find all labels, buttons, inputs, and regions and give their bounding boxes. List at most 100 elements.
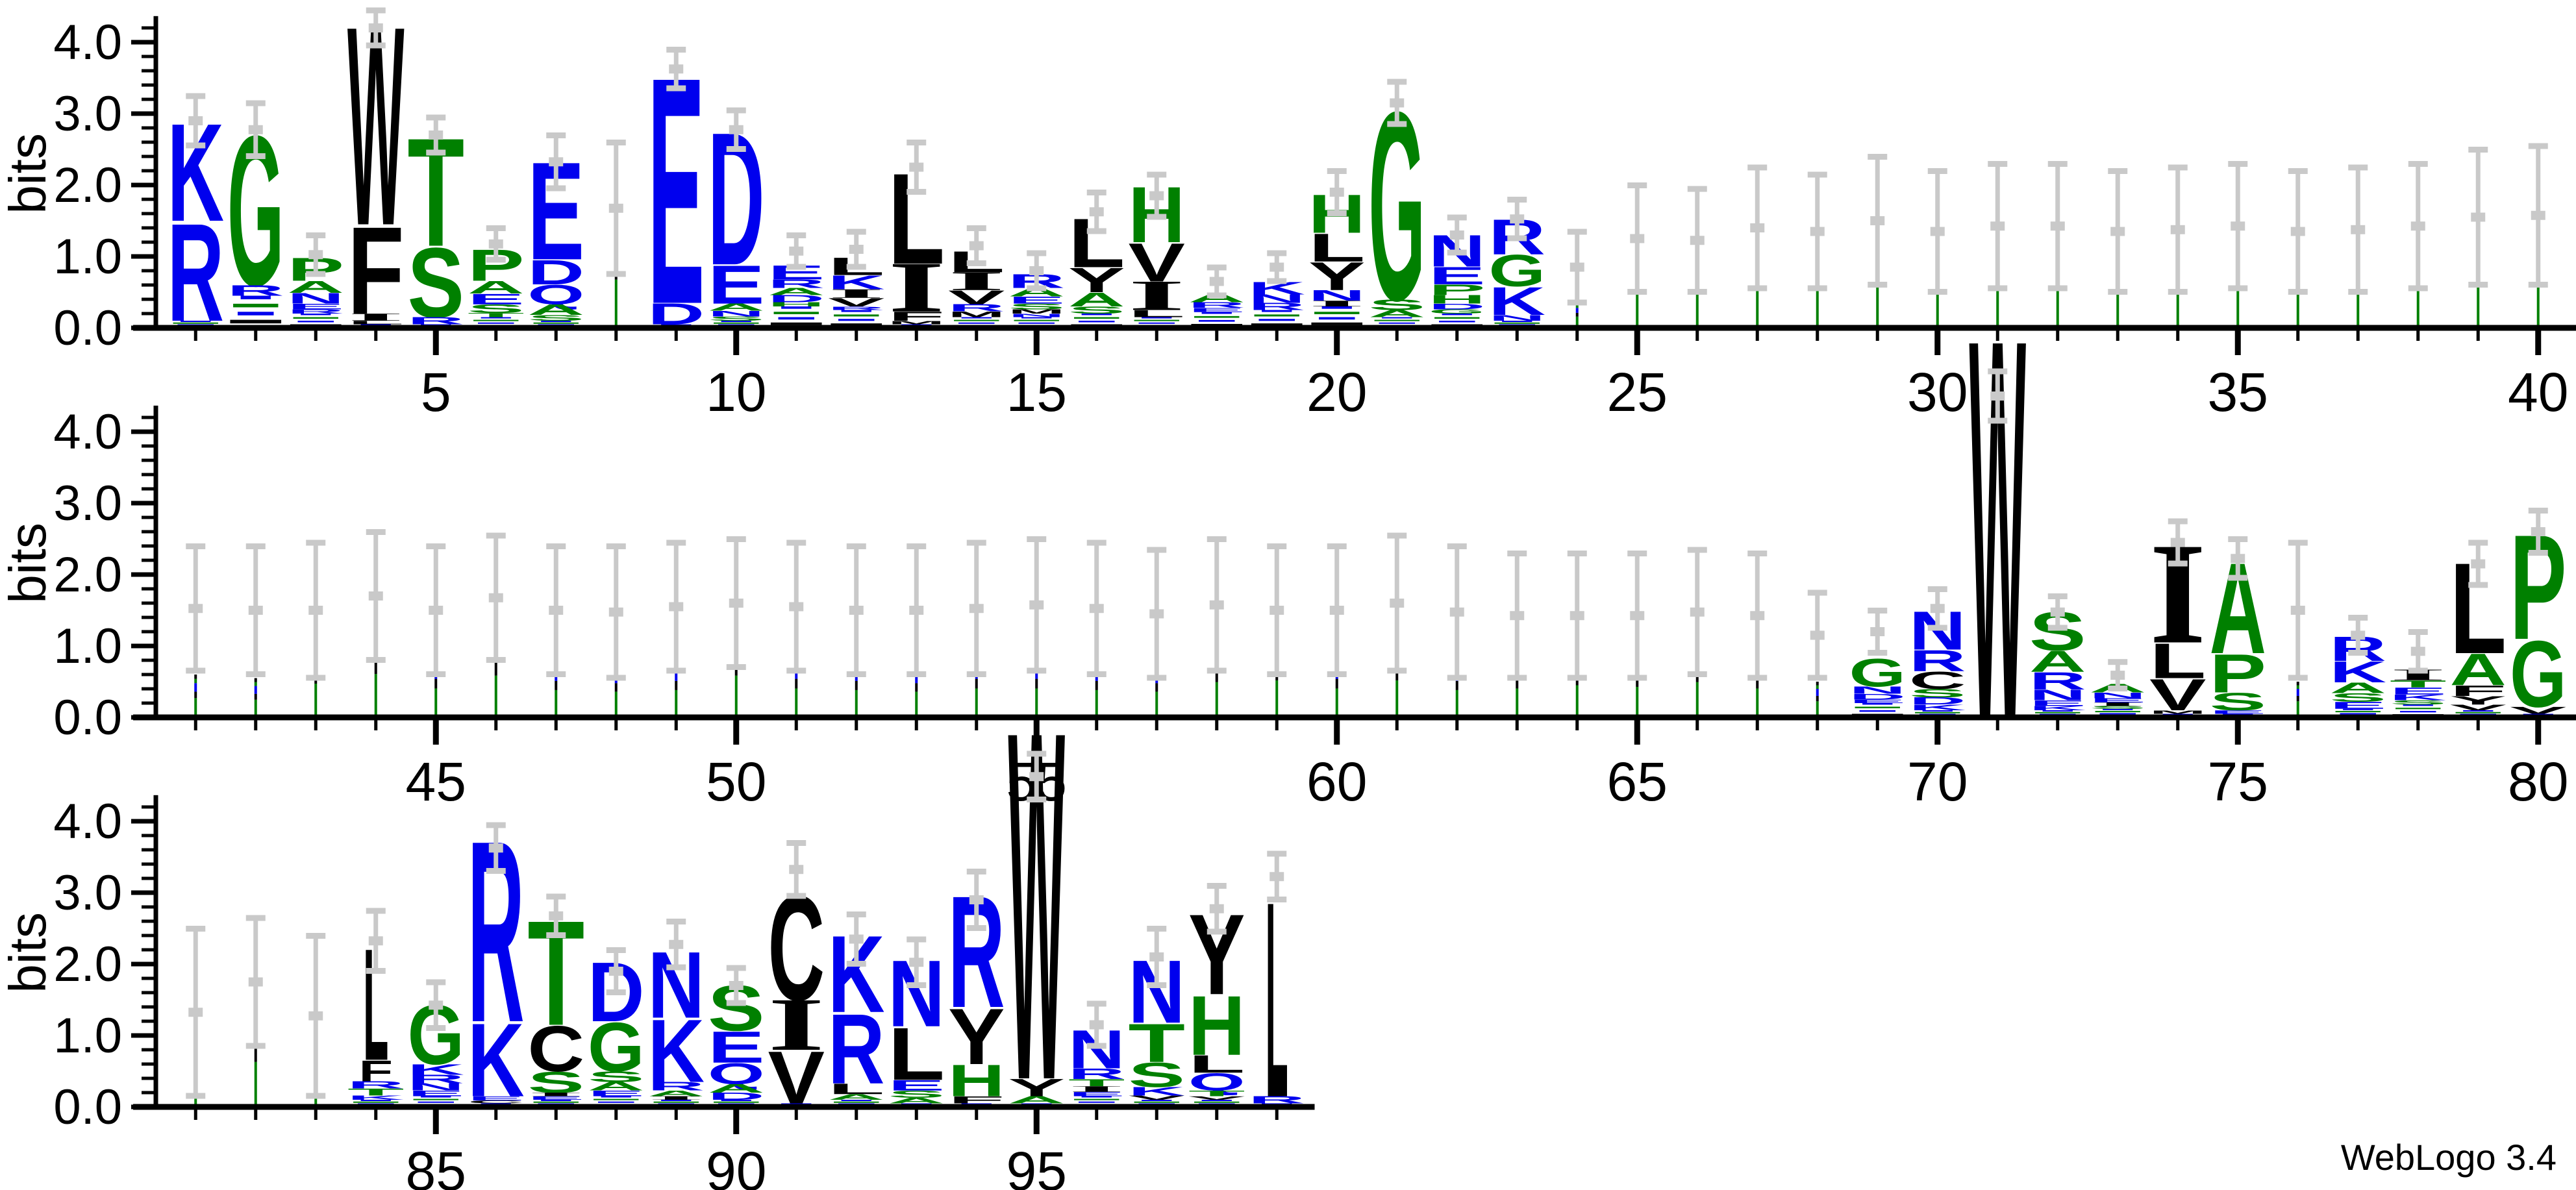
x-major-tick bbox=[1033, 328, 1040, 355]
error-bar-pos-58 bbox=[1207, 536, 1227, 674]
y-minor-tick bbox=[142, 834, 156, 837]
error-bar-cap-top bbox=[907, 140, 927, 145]
y-minor-tick bbox=[142, 701, 156, 705]
logo-letter-R-pos-85: R bbox=[408, 1072, 465, 1085]
error-bar-pos-71 bbox=[1988, 368, 2008, 424]
y-minor-tick bbox=[142, 212, 156, 216]
error-bar-cap-top bbox=[1627, 551, 1647, 556]
stack-pos-71: W bbox=[1970, 226, 2027, 833]
stack-residue-line bbox=[653, 1101, 699, 1103]
x-axis-line bbox=[133, 714, 2576, 721]
x-major-tick bbox=[733, 328, 740, 355]
logo-letter-L-pos-93: L bbox=[888, 1011, 945, 1096]
error-bar-cap-bottom bbox=[2228, 575, 2248, 581]
x-tick-label: 85 bbox=[406, 1141, 466, 1190]
x-major-tick bbox=[432, 1107, 439, 1134]
stack-sliver bbox=[194, 678, 197, 684]
stack-residue-line bbox=[834, 1101, 879, 1103]
stack-sliver bbox=[254, 682, 257, 686]
error-bar-pos-28 bbox=[1807, 171, 1827, 291]
x-tick-label: 70 bbox=[1907, 751, 1968, 812]
error-bar-mean-marker bbox=[1269, 606, 1284, 615]
error-bar-cap-bottom bbox=[726, 146, 746, 152]
y-minor-tick bbox=[142, 1048, 156, 1052]
stack-sliver bbox=[1636, 286, 1639, 328]
logo-letter-E-pos-90: E bbox=[708, 1023, 765, 1072]
logo-letter-E-pos-88: E bbox=[588, 1089, 645, 1098]
error-bar-cap-top bbox=[1027, 536, 1047, 542]
logo-letter-N-pos-10: N bbox=[708, 309, 765, 318]
stack-sliver bbox=[1275, 680, 1279, 717]
error-bar-pos-29 bbox=[1868, 154, 1888, 288]
stack-pos-42 bbox=[254, 678, 257, 717]
error-bar-mean-marker bbox=[188, 604, 203, 614]
stack-residue-line bbox=[1314, 312, 1360, 314]
error-bar-mean-marker bbox=[368, 591, 383, 601]
error-bar-mean-marker bbox=[849, 606, 864, 615]
error-bar-mean-marker bbox=[669, 602, 684, 612]
stack-sliver bbox=[1035, 688, 1038, 717]
error-bar-pos-44 bbox=[366, 529, 386, 663]
error-bar-pos-89 bbox=[666, 919, 686, 971]
stack-pos-88: DGSAE bbox=[588, 944, 645, 1106]
stack-residue-line bbox=[961, 317, 992, 319]
stack-residue-line bbox=[954, 319, 999, 321]
error-bar-cap-top bbox=[306, 933, 326, 939]
error-bar-cap-top bbox=[846, 911, 866, 917]
logo-letter-I-pos-4: I bbox=[347, 311, 405, 323]
error-bar-cap-bottom bbox=[1327, 210, 1347, 216]
stack-sliver bbox=[555, 680, 558, 690]
error-bar-cap-bottom bbox=[786, 264, 807, 270]
stack-residue-line bbox=[661, 1100, 692, 1101]
stack-residue-line bbox=[1434, 317, 1480, 319]
error-bar-cap-bottom bbox=[846, 671, 866, 677]
error-bar-mean-marker bbox=[2351, 630, 2366, 640]
error-bar-pos-9 bbox=[666, 47, 686, 92]
stack-residue-line bbox=[1915, 712, 1960, 713]
error-bar-cap-bottom bbox=[2108, 686, 2128, 691]
stack-residue-line bbox=[841, 310, 871, 312]
y-axis-title: bits bbox=[0, 523, 56, 604]
y-minor-tick bbox=[142, 530, 156, 534]
x-major-tick bbox=[1334, 717, 1340, 745]
error-bar-cap-bottom bbox=[2468, 282, 2488, 288]
stack-residue-line bbox=[181, 321, 211, 322]
logo-letter-S-pos-7: S bbox=[528, 314, 585, 323]
error-bar-cap-top bbox=[2228, 161, 2248, 167]
x-major-tick bbox=[2234, 328, 2241, 355]
logo-letter-E-pos-22: E bbox=[1429, 262, 1486, 290]
logo-letter-M-pos-14: M bbox=[948, 310, 1005, 319]
logo-letter-D-pos-90: D bbox=[708, 1091, 765, 1102]
error-bar-mean-marker bbox=[248, 125, 263, 134]
error-bar-cap-top bbox=[1387, 79, 1407, 85]
error-bar-cap-bottom bbox=[907, 982, 927, 988]
error-bar-cap-bottom bbox=[2288, 675, 2308, 681]
error-bar-cap-top bbox=[546, 132, 566, 138]
error-bar-mean-marker bbox=[909, 162, 924, 172]
logo-letter-N-pos-69: N bbox=[1849, 685, 1907, 696]
error-bar-cap-top bbox=[546, 543, 566, 549]
logo-letter-L-pos-92: L bbox=[828, 1080, 885, 1097]
error-bar-pos-74 bbox=[2168, 518, 2188, 567]
error-bar-cap-bottom bbox=[306, 1093, 326, 1099]
stack-sliver bbox=[915, 683, 918, 692]
logo-letter-A-pos-21: A bbox=[1369, 308, 1426, 319]
error-bar-pos-91 bbox=[786, 840, 807, 899]
logo-letter-K-pos-70: K bbox=[1909, 703, 1966, 712]
x-minor-tick bbox=[2176, 328, 2180, 341]
error-bar-mean-marker bbox=[2471, 559, 2486, 569]
error-bar-cap-bottom bbox=[1086, 671, 1107, 677]
stack-residue-line bbox=[2095, 711, 2140, 713]
error-bar-cap-top bbox=[1807, 589, 1827, 596]
error-bar-pos-59 bbox=[1267, 543, 1287, 677]
logo-letter-S-pos-78: S bbox=[2390, 699, 2447, 706]
error-bar-pos-53 bbox=[907, 543, 927, 677]
x-minor-tick bbox=[1695, 328, 1699, 341]
logo-letter-S-pos-87: S bbox=[528, 1065, 585, 1098]
error-bar-cap-bottom bbox=[1207, 928, 1227, 935]
error-bar-pos-86 bbox=[486, 822, 506, 874]
logo-letter-N-pos-72: N bbox=[2029, 687, 2086, 704]
logo-letter-V-pos-98: V bbox=[1188, 1095, 1245, 1101]
